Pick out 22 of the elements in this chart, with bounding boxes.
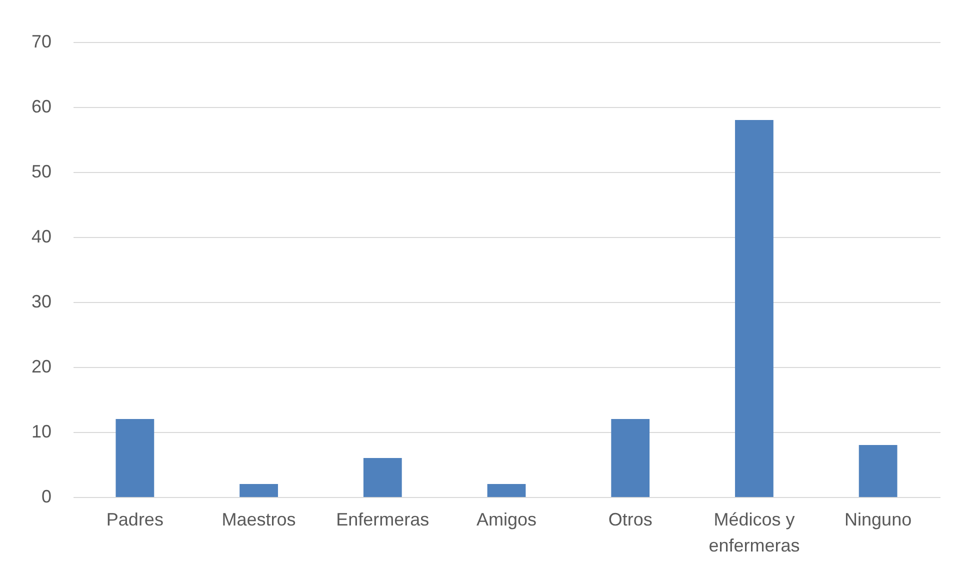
y-tick-label: 10 <box>31 422 52 442</box>
y-tick-label: 70 <box>31 32 52 52</box>
bar <box>240 484 278 497</box>
y-tick-label: 0 <box>41 486 52 506</box>
bar <box>858 445 898 497</box>
y-tick-label: 40 <box>31 226 52 246</box>
y-tick-label: 20 <box>31 356 52 376</box>
x-tick-label: Ninguno <box>844 510 912 530</box>
x-tick-label: Padres <box>106 510 164 530</box>
x-tick-label: Otros <box>608 510 652 530</box>
x-tick-label: Amigos <box>476 510 537 530</box>
y-tick-label: 50 <box>31 162 52 182</box>
bar <box>611 419 650 497</box>
x-tick-label: Enfermeras <box>336 510 430 530</box>
bar <box>487 484 526 497</box>
x-tick-label: Médicos y enfermeras <box>708 510 800 556</box>
bar <box>116 419 154 497</box>
bar <box>735 120 774 497</box>
y-tick-label: 60 <box>31 96 52 116</box>
bar <box>363 458 402 497</box>
y-tick-label: 30 <box>31 292 52 312</box>
x-tick-label: Maestros <box>222 510 296 530</box>
